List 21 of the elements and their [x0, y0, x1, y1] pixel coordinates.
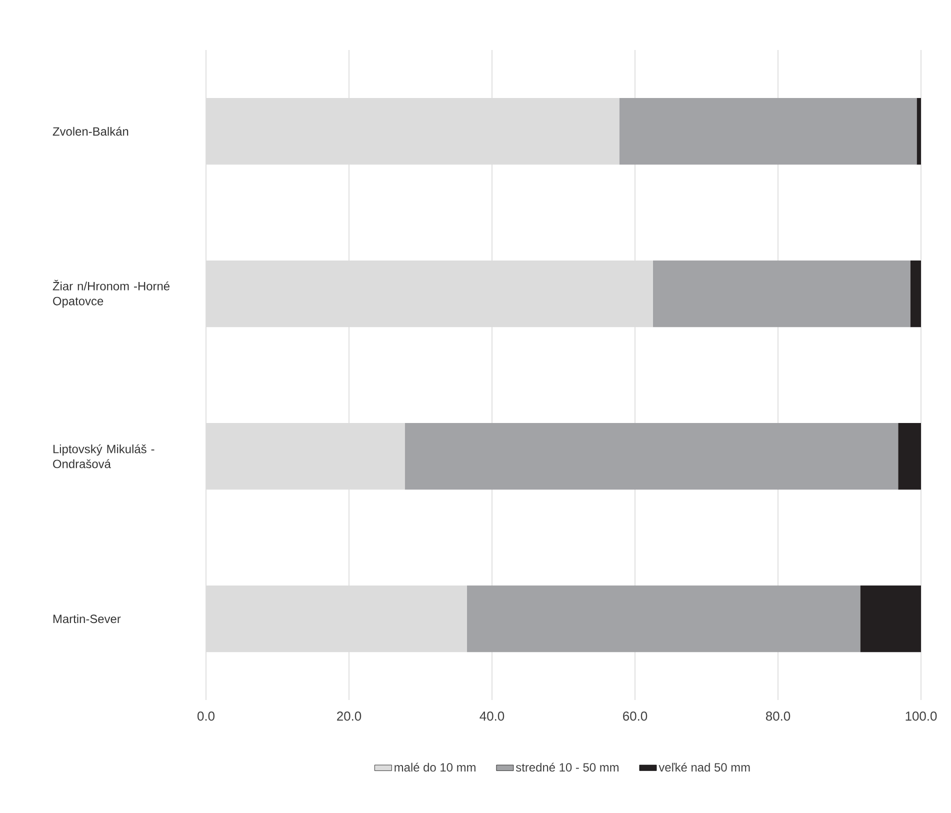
x-tick-label: 20.0 — [337, 712, 362, 721]
legend-label: veľké nad 50 mm — [658, 762, 750, 772]
bar — [466, 585, 860, 652]
x-tick-label: 100.0 — [906, 712, 937, 721]
bar — [898, 422, 922, 490]
legend-label: malé do 10 mm — [394, 762, 476, 772]
bar — [916, 98, 922, 165]
x-tick-label: 40.0 — [480, 712, 504, 721]
bar — [404, 422, 898, 490]
bar — [652, 260, 910, 328]
y-tick-label: Martin-Sever — [53, 614, 121, 624]
x-tick-label: 0.0 — [198, 712, 215, 721]
x-tick-label: 80.0 — [766, 712, 790, 721]
y-tick-label: Zvolen-Balkán — [52, 126, 128, 136]
y-tick-label: Žiar n/Hronom -Horné Opatovce — [52, 280, 170, 308]
y-tick-label: Liptovský Mikuláš -Ondrašová — [53, 444, 154, 468]
bar — [910, 260, 922, 328]
legend-label: stredné 10 - 50 mm — [516, 762, 618, 772]
bar — [860, 585, 922, 652]
bar — [619, 98, 917, 165]
x-tick-label: 60.0 — [623, 712, 648, 721]
